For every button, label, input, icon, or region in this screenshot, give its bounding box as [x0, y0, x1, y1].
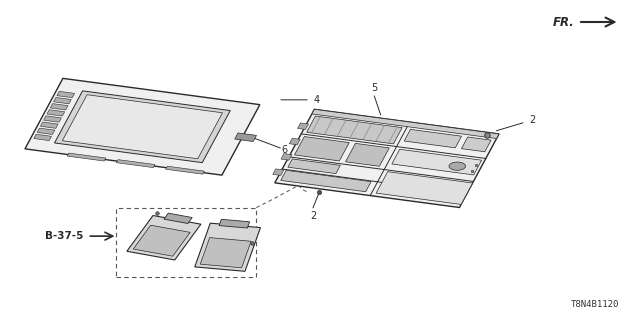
Text: T8N4B1120: T8N4B1120	[571, 300, 620, 309]
Bar	[116, 208, 256, 277]
Polygon shape	[62, 95, 223, 159]
Polygon shape	[25, 78, 260, 175]
Polygon shape	[273, 169, 284, 175]
Polygon shape	[37, 128, 55, 134]
Polygon shape	[51, 104, 68, 110]
Polygon shape	[404, 129, 461, 148]
Polygon shape	[67, 153, 106, 161]
Polygon shape	[376, 172, 472, 204]
Polygon shape	[219, 219, 250, 228]
Polygon shape	[289, 138, 300, 145]
Circle shape	[449, 162, 465, 170]
Polygon shape	[166, 166, 204, 174]
Text: B-37-5: B-37-5	[45, 231, 83, 241]
Text: 4: 4	[313, 95, 319, 105]
Polygon shape	[298, 123, 308, 130]
Text: FR.: FR.	[553, 16, 575, 29]
Polygon shape	[281, 154, 292, 160]
Polygon shape	[54, 91, 230, 163]
Polygon shape	[294, 137, 349, 161]
Polygon shape	[127, 215, 201, 260]
Polygon shape	[195, 223, 260, 271]
Polygon shape	[44, 116, 61, 122]
Text: 2: 2	[529, 116, 535, 125]
Polygon shape	[312, 109, 499, 139]
Polygon shape	[54, 98, 71, 104]
Polygon shape	[281, 170, 371, 192]
Polygon shape	[133, 225, 190, 256]
Polygon shape	[34, 134, 51, 140]
Polygon shape	[164, 213, 192, 223]
Polygon shape	[307, 116, 402, 144]
Polygon shape	[392, 149, 481, 175]
Polygon shape	[346, 143, 389, 166]
Text: 5: 5	[371, 83, 378, 93]
Polygon shape	[47, 110, 65, 116]
Polygon shape	[235, 133, 257, 141]
Polygon shape	[288, 159, 340, 174]
Polygon shape	[57, 91, 75, 98]
Polygon shape	[461, 137, 491, 152]
Text: 6: 6	[282, 145, 288, 155]
Polygon shape	[200, 238, 251, 268]
Text: 2: 2	[310, 211, 316, 221]
Polygon shape	[275, 109, 499, 207]
Polygon shape	[40, 122, 58, 128]
Polygon shape	[116, 160, 155, 168]
